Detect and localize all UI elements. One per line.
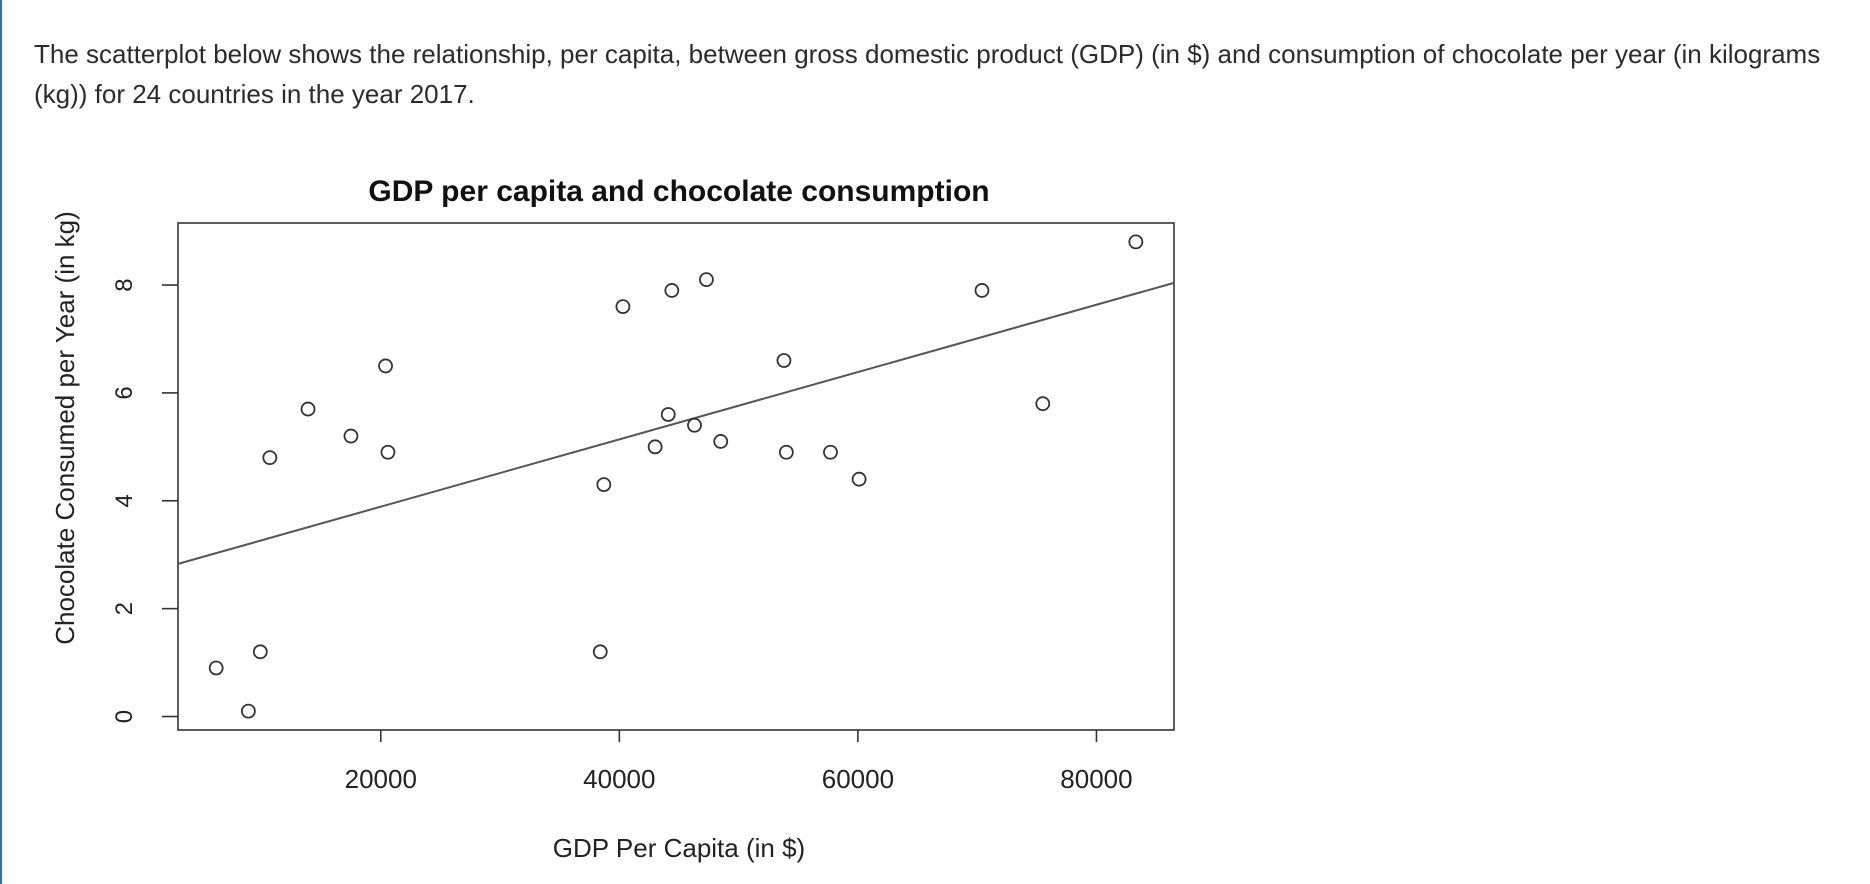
x-tick-label: 60000 [822,764,894,794]
data-point [664,283,680,298]
y-tick-label: 2 [111,602,138,615]
data-point [343,428,359,444]
y-tick-label: 8 [111,278,138,291]
intro-paragraph: The scatterplot below shows the relation… [34,39,1821,109]
y-tick-label: 4 [111,494,138,507]
data-point [615,299,631,315]
data-point [240,703,256,719]
y-tick-label: 6 [111,386,138,399]
data-point [778,444,794,460]
data-point [378,358,393,374]
x-axis-label: GDP Per Capita (in $) [553,833,805,863]
data-point [262,450,278,466]
data-point [380,444,396,460]
trend-line [177,281,1175,565]
data-point [300,401,316,417]
data-point [713,434,729,449]
y-tick-label: 0 [111,710,138,723]
chart-title: GDP per capita and chocolate consumption [368,175,989,208]
data-point [208,660,224,676]
x-tick-label: 80000 [1060,764,1132,794]
data-point [1035,396,1051,412]
data-point [660,407,676,422]
data-point [823,444,838,460]
data-point [1128,234,1144,250]
data-point [592,644,608,660]
data-point [699,272,714,288]
data-points [208,234,1144,719]
data-point [687,417,702,433]
data-point [851,471,867,487]
x-tick-label: 40000 [583,764,655,794]
x-tick-label: 20000 [345,764,417,794]
x-axis: 20000 40000 60000 80000 [345,730,1133,794]
plot-frame [177,222,1175,731]
data-point [647,439,663,455]
data-point [974,283,990,298]
y-axis: 0 2 4 6 8 [111,278,178,723]
data-point [252,644,268,660]
data-point [596,477,612,492]
y-axis-label: Chocolate Consumed per Year (in kg) [50,211,80,645]
data-point [776,353,792,368]
